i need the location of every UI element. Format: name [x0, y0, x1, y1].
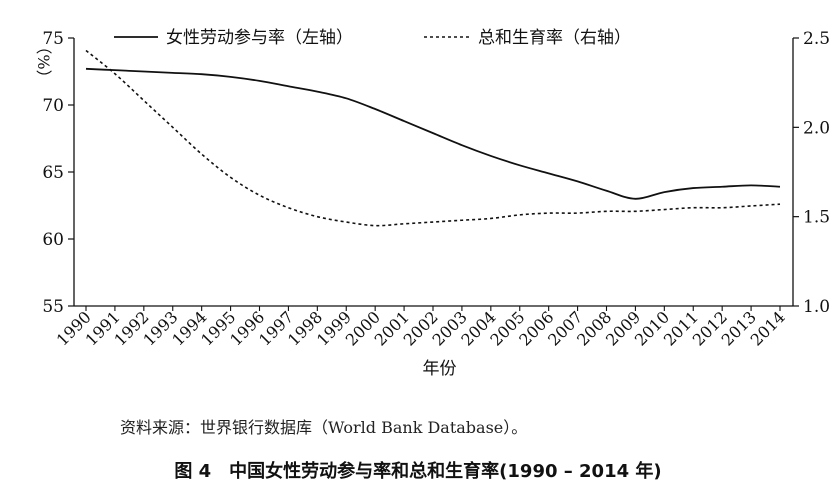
left-tick-label: 65: [42, 163, 64, 183]
figure-caption: 图 4 中国女性劳动参与率和总和生育率(1990 – 2014 年): [174, 461, 662, 482]
source-note: 资料来源：世界银行数据库（World Bank Database）。: [120, 418, 528, 437]
left-tick-label: 70: [42, 96, 64, 116]
right-tick-label: 1.0: [803, 297, 830, 317]
chart-canvas: 55606570751.01.52.02.5199019911992199319…: [34, 28, 830, 379]
female-labor-line: [85, 67, 781, 200]
x-axis-title: 年份: [423, 359, 457, 379]
y-axis-unit-label: （%）: [34, 38, 53, 85]
right-tick-label: 2.0: [803, 118, 830, 138]
x-tick-label: 2014: [747, 307, 789, 349]
left-tick-label: 60: [42, 230, 64, 250]
legend-label-labor: 女性劳动参与率（左轴）: [166, 28, 353, 48]
right-tick-label: 1.5: [803, 208, 830, 228]
legend-label-fertility: 总和生育率（右轴）: [478, 28, 631, 48]
left-tick-label: 75: [42, 29, 64, 49]
left-tick-label: 55: [42, 297, 64, 317]
right-tick-label: 2.5: [803, 29, 830, 49]
fertility-rate-line: [85, 49, 781, 227]
